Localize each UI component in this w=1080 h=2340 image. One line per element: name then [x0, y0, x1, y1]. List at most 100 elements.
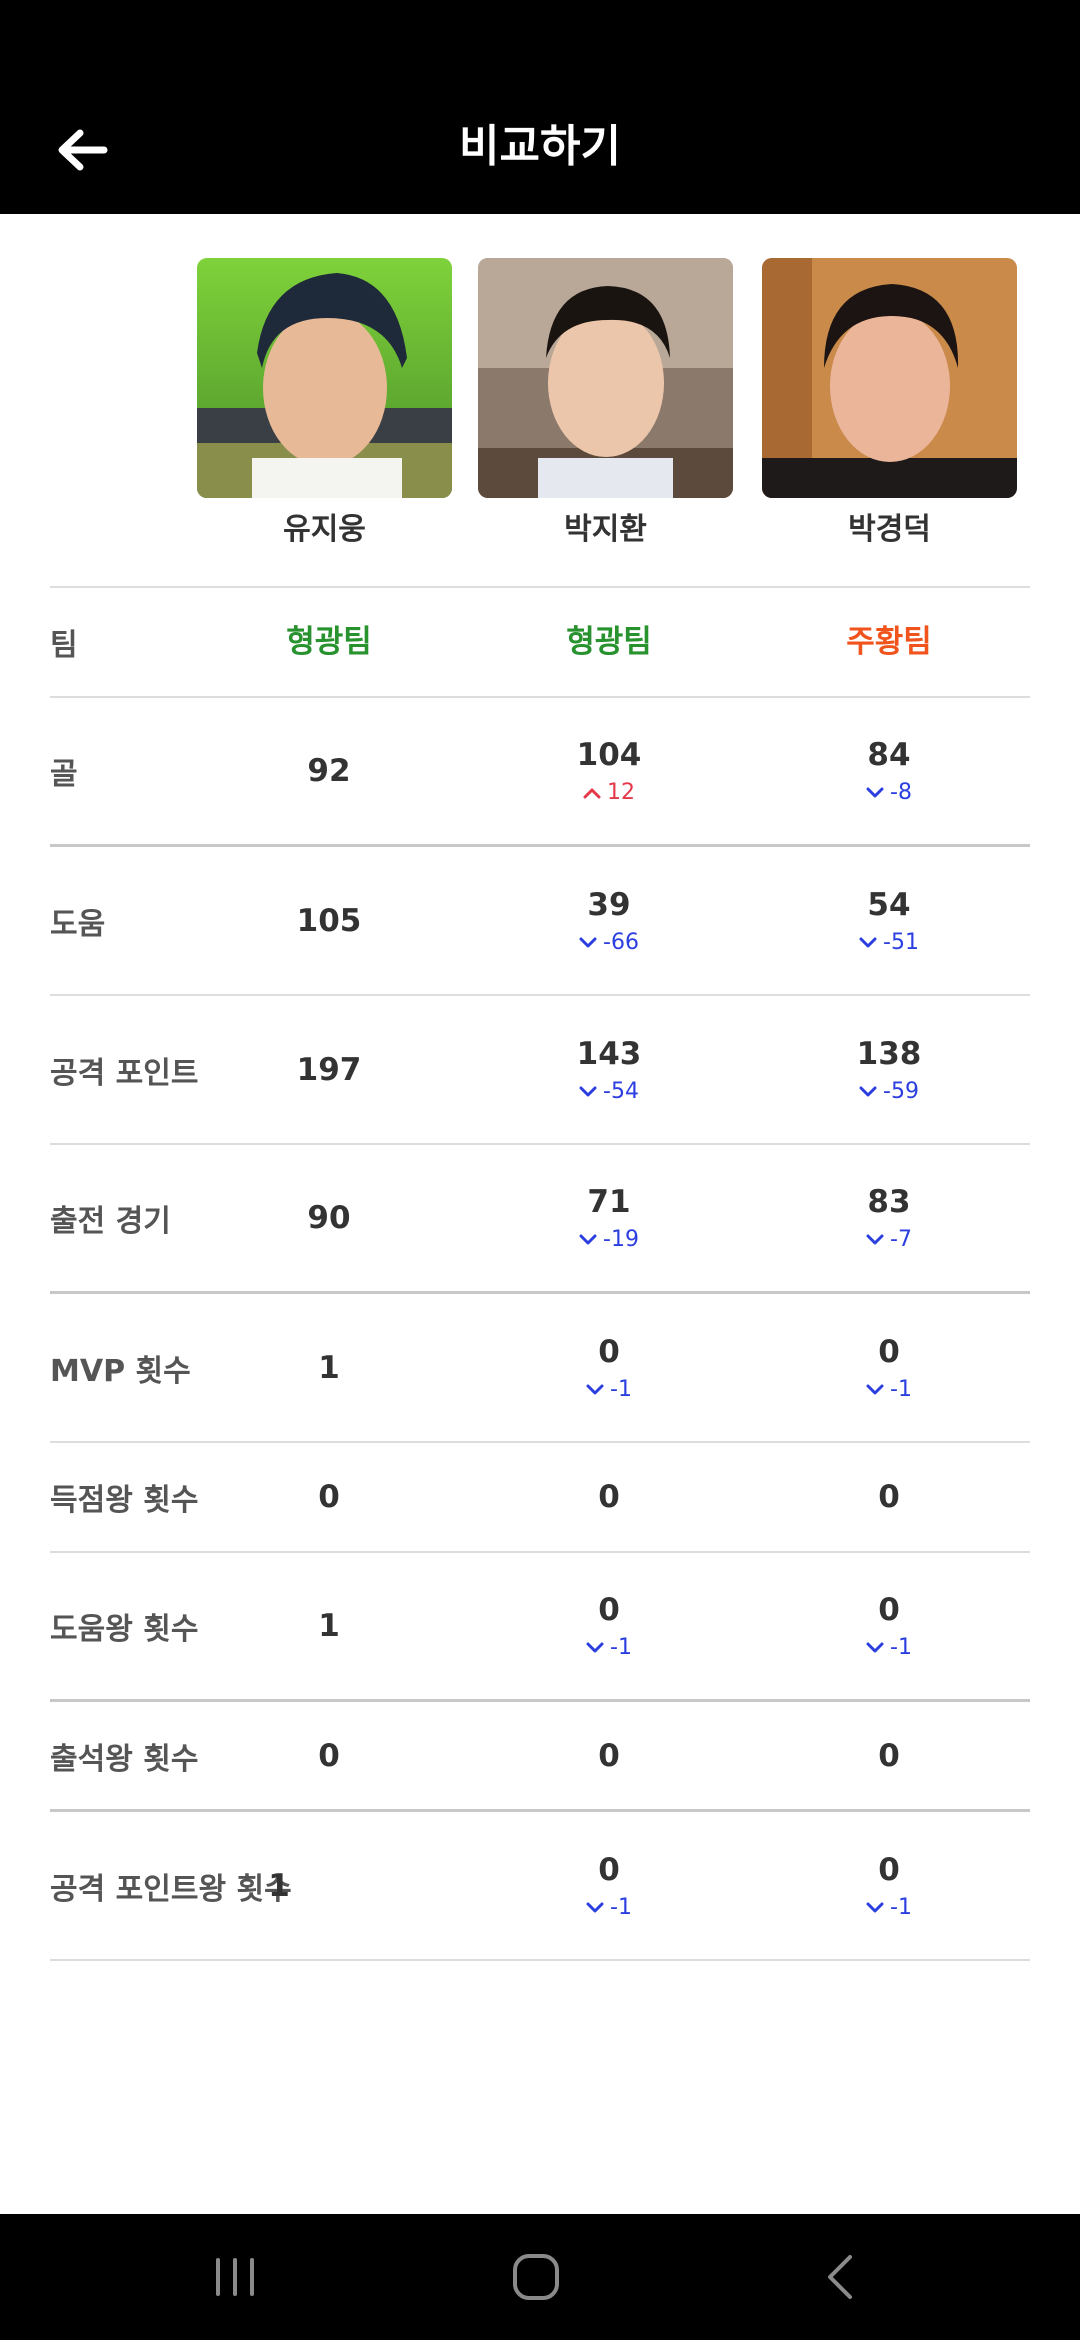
stat-value: 90 — [307, 1200, 351, 1236]
cell-p2: 0 — [509, 1702, 709, 1809]
player-name: 유지웅 — [283, 512, 366, 547]
cell-p3: 54 -51 — [789, 847, 989, 994]
chevron-down-icon — [866, 1902, 884, 1912]
table-row-top-scorer: 득점왕 횟수 0 0 0 — [50, 1443, 1030, 1553]
stat-value: 0 — [318, 1479, 340, 1515]
stat-diff: -59 — [859, 1077, 919, 1107]
row-label: 골 — [50, 757, 78, 792]
stat-diff: -1 — [866, 1375, 912, 1405]
stat-diff: -1 — [586, 1375, 632, 1405]
diff-value: -66 — [603, 929, 639, 955]
row-label: 팀 — [50, 628, 78, 663]
diff-value: 12 — [607, 780, 635, 805]
diff-value: -54 — [603, 1078, 639, 1104]
cell-p2: 0 — [509, 1443, 709, 1551]
stat-value: 0 — [878, 1333, 900, 1370]
cell-p1: 1 — [229, 1553, 429, 1699]
chevron-down-icon — [579, 1234, 597, 1245]
avatar — [478, 258, 733, 498]
player-name: 박지환 — [564, 512, 647, 547]
row-label: 공격 포인트왕 횟수 — [50, 1871, 292, 1907]
chevron-down-icon — [579, 1086, 597, 1096]
cell-p1: 0 — [229, 1702, 429, 1809]
chevron-down-icon — [859, 937, 877, 947]
player-card-3[interactable]: 박경덕 — [762, 258, 1017, 550]
table-row-top-assist: 도움왕 횟수 1 0 -1 0 -1 — [50, 1553, 1030, 1702]
stat-diff: -7 — [866, 1225, 912, 1255]
stat-value: 39 — [587, 886, 631, 923]
back-chevron-icon — [828, 2255, 852, 2299]
recent-apps-button[interactable] — [185, 2244, 285, 2310]
cell-p1: 92 — [229, 698, 429, 844]
team-name: 형광팀 — [286, 624, 372, 660]
back-button[interactable] — [42, 110, 122, 190]
table-row-matches: 출전 경기 90 71 -19 83 -7 — [50, 1145, 1030, 1294]
avatar — [197, 258, 452, 498]
stat-value: 0 — [878, 1851, 900, 1888]
row-label: 도움 — [50, 906, 106, 942]
stat-value: 1 — [318, 1349, 340, 1386]
chevron-down-icon — [579, 937, 597, 947]
row-label: 도움왕 횟수 — [50, 1612, 199, 1647]
system-back-button[interactable] — [790, 2244, 890, 2310]
cell-p2: 형광팀 — [509, 588, 709, 696]
diff-value: -7 — [890, 1227, 912, 1252]
cell-p3: 0 -1 — [789, 1553, 989, 1699]
row-label: 득점왕 횟수 — [50, 1483, 199, 1518]
stat-value: 71 — [587, 1184, 631, 1220]
table-row-goals: 골 92 104 12 84 -8 — [50, 698, 1030, 847]
player-card-2[interactable]: 박지환 — [478, 258, 733, 550]
stat-diff: -1 — [586, 1633, 632, 1663]
player-card-1[interactable]: 유지웅 — [197, 258, 452, 550]
chevron-down-icon — [586, 1642, 604, 1653]
stat-value: 0 — [598, 1479, 620, 1515]
team-name: 주황팀 — [846, 624, 932, 660]
cell-p2: 0 -1 — [509, 1294, 709, 1441]
diff-value: -1 — [890, 1376, 912, 1402]
cell-p3: 0 — [789, 1702, 989, 1809]
chevron-down-icon — [586, 1902, 604, 1912]
stat-value: 92 — [307, 753, 351, 789]
cell-p1: 형광팀 — [229, 588, 429, 696]
chevron-down-icon — [586, 1384, 604, 1394]
cell-p1: 105 — [229, 847, 429, 994]
stat-value: 0 — [318, 1737, 340, 1774]
stat-diff: -1 — [586, 1893, 632, 1923]
cell-p1: 90 — [229, 1145, 429, 1291]
stat-diff: -54 — [579, 1077, 639, 1107]
diff-value: -1 — [890, 1635, 912, 1660]
stat-value: 83 — [867, 1184, 911, 1220]
comparison-table: 팀 형광팀 형광팀 주황팀 골 92 104 12 84 -8 도움 105 3… — [50, 586, 1030, 1961]
chevron-up-icon — [583, 788, 601, 799]
table-row-top-attack-points: 공격 포인트왕 횟수 1 0 -1 0 -1 — [50, 1812, 1030, 1961]
cell-p3: 0 -1 — [789, 1812, 989, 1959]
table-row-assists: 도움 105 39 -66 54 -51 — [50, 847, 1030, 996]
stat-value: 0 — [598, 1333, 620, 1370]
stat-value: 0 — [598, 1592, 620, 1628]
page-title: 비교하기 — [459, 121, 621, 172]
stat-value: 105 — [296, 902, 362, 939]
chevron-down-icon — [866, 1384, 884, 1394]
stat-diff: -1 — [866, 1633, 912, 1663]
row-label: 출전 경기 — [50, 1204, 171, 1239]
cell-p1: 1 — [229, 1294, 429, 1441]
stat-value: 0 — [878, 1479, 900, 1515]
diff-value: -1 — [610, 1894, 632, 1920]
cell-p3: 84 -8 — [789, 698, 989, 844]
diff-value: -19 — [603, 1227, 639, 1252]
cell-p2: 104 12 — [509, 698, 709, 844]
cell-p1: 0 — [229, 1443, 429, 1551]
cell-p1: 1 — [229, 1812, 329, 1959]
stat-diff: 12 — [583, 778, 635, 808]
chevron-down-icon — [866, 787, 884, 798]
table-row-attack-points: 공격 포인트 197 143 -54 138 -59 — [50, 996, 1030, 1145]
cell-p2: 39 -66 — [509, 847, 709, 994]
stat-value: 0 — [598, 1851, 620, 1888]
stat-value: 0 — [598, 1737, 620, 1774]
avatar — [762, 258, 1017, 498]
diff-value: -59 — [883, 1078, 919, 1104]
stat-value: 84 — [867, 737, 911, 773]
stat-value: 1 — [318, 1608, 340, 1644]
stat-value: 143 — [576, 1035, 642, 1072]
home-button[interactable] — [486, 2244, 586, 2310]
